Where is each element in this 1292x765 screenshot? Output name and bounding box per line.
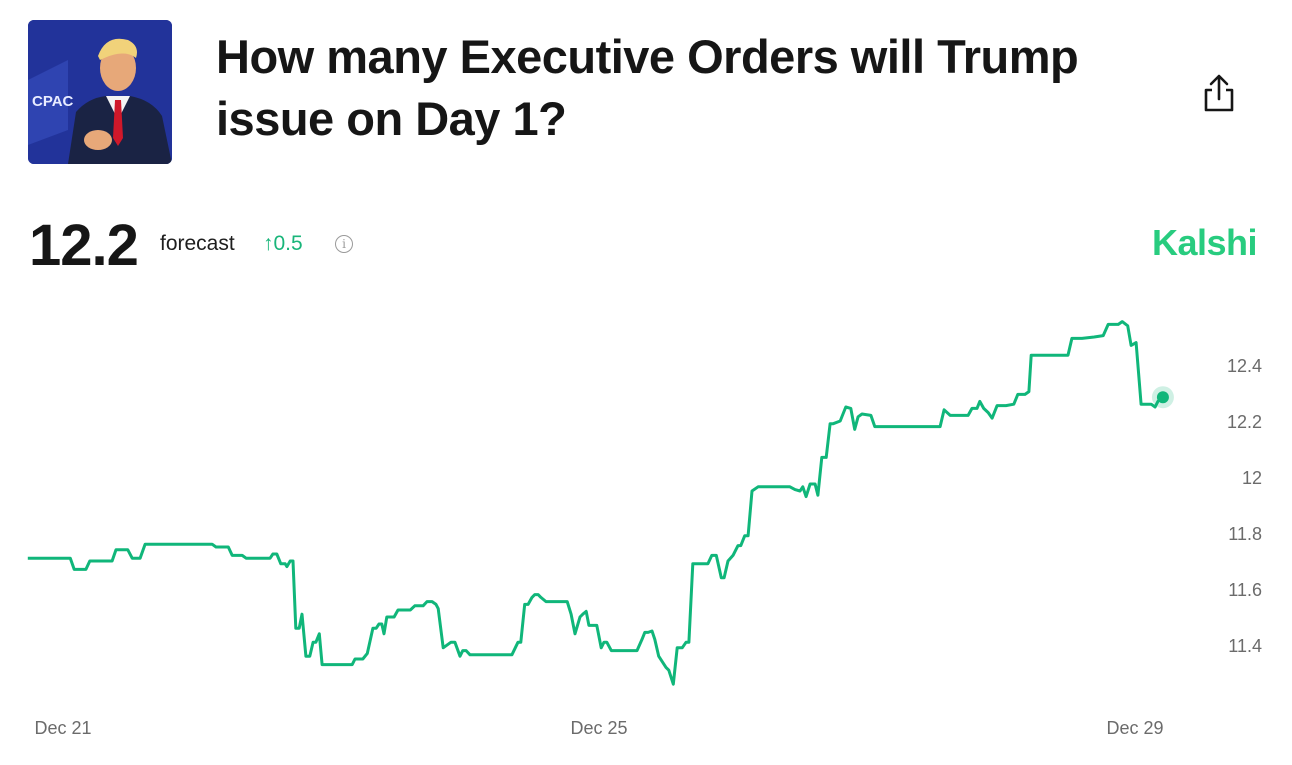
series-line-forecast: [27, 320, 1164, 686]
y-tick-label: 11.4: [1228, 636, 1262, 656]
market-image: CPAC: [28, 20, 172, 164]
y-tick-label: 11.6: [1228, 580, 1262, 600]
share-button[interactable]: [1202, 72, 1236, 116]
forecast-value: 12.2: [29, 213, 139, 278]
x-tick-label: Dec 25: [570, 718, 627, 738]
y-tick-label: 12.4: [1227, 356, 1262, 376]
info-icon[interactable]: i: [335, 235, 353, 253]
x-tick-label: Dec 21: [34, 718, 91, 738]
y-tick-label: 12.2: [1227, 412, 1262, 432]
share-icon: [1204, 74, 1234, 112]
trump-photo-icon: CPAC: [28, 20, 172, 164]
x-tick-label: Dec 29: [1106, 718, 1163, 738]
y-tick-label: 12: [1242, 468, 1262, 488]
last-point-marker[interactable]: [1156, 391, 1169, 404]
kalshi-logo: Kalshi: [1152, 222, 1258, 263]
forecast-label: forecast: [160, 232, 235, 255]
svg-text:CPAC: CPAC: [32, 93, 74, 110]
y-tick-label: 11.8: [1228, 524, 1262, 544]
forecast-change: ↑0.5: [263, 232, 303, 255]
page-title: How many Executive Orders will Trump iss…: [216, 30, 1079, 145]
